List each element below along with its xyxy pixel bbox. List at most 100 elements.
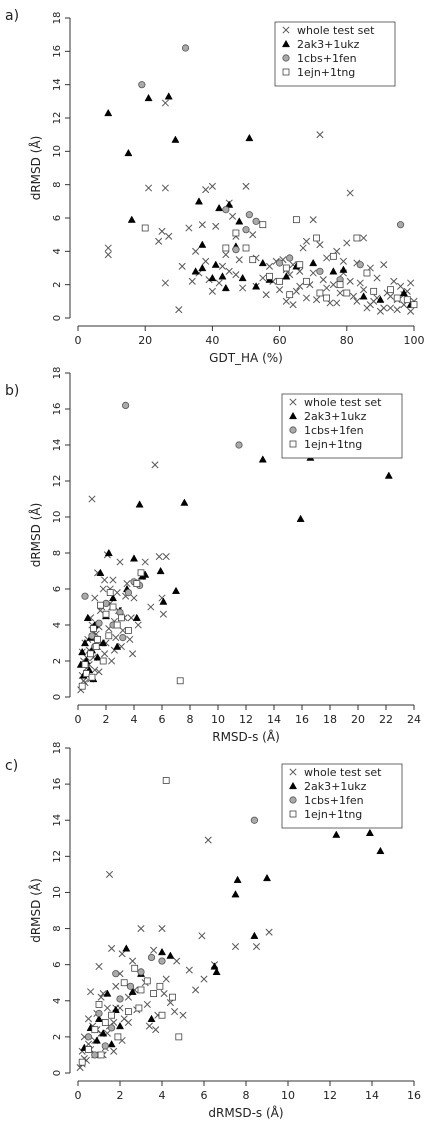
x-axis-label: GDT_HA (%) [209, 351, 283, 365]
y-tick-label: 8 [52, 181, 63, 187]
data-point [129, 957, 137, 965]
data-point [252, 282, 261, 290]
data-point [124, 588, 132, 597]
data-point [104, 548, 113, 557]
data-point [208, 182, 216, 190]
data-point [407, 307, 415, 315]
data-point [155, 553, 163, 561]
data-point [80, 638, 90, 647]
data-point [101, 1042, 109, 1050]
y-tick-label: 8 [52, 550, 63, 556]
data-point [346, 189, 354, 197]
data-point [93, 653, 102, 661]
data-point [162, 777, 170, 784]
data-point [370, 287, 378, 295]
x-axis-label: dRMSD-s (Å) [208, 1105, 283, 1120]
series-square [141, 216, 418, 309]
data-point [164, 92, 173, 100]
data-point [218, 262, 227, 270]
data-point [162, 553, 170, 561]
data-point [102, 610, 110, 618]
series-circle [84, 816, 258, 1059]
data-point [160, 990, 168, 998]
data-point [198, 221, 206, 229]
x-tick-label: 16 [295, 713, 309, 726]
y-tick-label: 0 [52, 315, 63, 321]
data-point [242, 226, 250, 234]
data-point [235, 441, 243, 449]
data-point [104, 108, 113, 117]
data-point [78, 682, 86, 690]
legend-label: 2ak3+1ukz [304, 410, 367, 423]
data-point [95, 962, 103, 971]
y-tick-label: 14 [52, 439, 63, 452]
data-point [303, 277, 310, 285]
data-point [329, 281, 337, 289]
data-point [376, 846, 385, 855]
data-point [173, 957, 181, 965]
data-point [225, 267, 233, 275]
data-point [242, 182, 250, 190]
data-point [104, 244, 112, 252]
data-point [141, 224, 149, 232]
data-point [299, 244, 307, 252]
data-point [131, 964, 139, 972]
data-point [145, 1022, 153, 1030]
data-point [151, 461, 159, 469]
data-point [282, 272, 291, 280]
data-point [198, 240, 207, 248]
data-point [95, 1000, 103, 1008]
data-point [115, 1021, 125, 1030]
legend-box [281, 763, 403, 829]
legend-marker [289, 768, 297, 776]
legend-label: 2ak3+1ukz [304, 780, 367, 793]
data-point [286, 254, 294, 262]
data-point [119, 633, 127, 642]
legend-label: 1ejn+1tng [297, 66, 355, 79]
data-point [221, 283, 230, 292]
data-point [202, 186, 210, 194]
data-point [332, 830, 341, 838]
y-tick-label: 4 [52, 248, 63, 254]
data-point [245, 211, 253, 219]
data-point [109, 576, 117, 584]
data-point [161, 279, 169, 287]
data-point [96, 568, 105, 576]
data-point [108, 1011, 115, 1019]
y-tick-label: 2 [52, 1034, 63, 1040]
data-point [276, 286, 284, 294]
data-point [88, 495, 96, 503]
data-point [104, 251, 112, 259]
series-triangle [104, 92, 415, 308]
data-point [113, 589, 121, 597]
data-point [397, 282, 405, 290]
data-point [144, 93, 153, 102]
data-point [147, 1014, 156, 1022]
series-cross [77, 461, 170, 694]
data-point [250, 816, 258, 824]
data-point [275, 259, 284, 267]
y-tick-label: 18 [52, 12, 63, 25]
data-point [309, 269, 317, 277]
data-point [81, 592, 89, 600]
data-point [145, 184, 153, 192]
data-point [158, 957, 166, 965]
data-point [333, 299, 341, 307]
data-point [316, 289, 324, 297]
data-point [353, 297, 361, 305]
data-point [222, 244, 230, 252]
data-point [316, 131, 324, 139]
data-point [99, 657, 107, 665]
data-point [360, 286, 368, 294]
data-point [329, 252, 337, 260]
legend-label: whole test set [304, 396, 382, 409]
data-point [129, 554, 139, 562]
legend-box [274, 21, 396, 87]
data-point [81, 661, 89, 668]
data-point [99, 585, 107, 593]
x-tick-label: 4 [159, 1089, 166, 1102]
x-tick-label: 8 [243, 1089, 250, 1102]
data-point [185, 224, 193, 232]
legend-marker [282, 68, 290, 76]
y-tick-label: 18 [52, 742, 63, 755]
